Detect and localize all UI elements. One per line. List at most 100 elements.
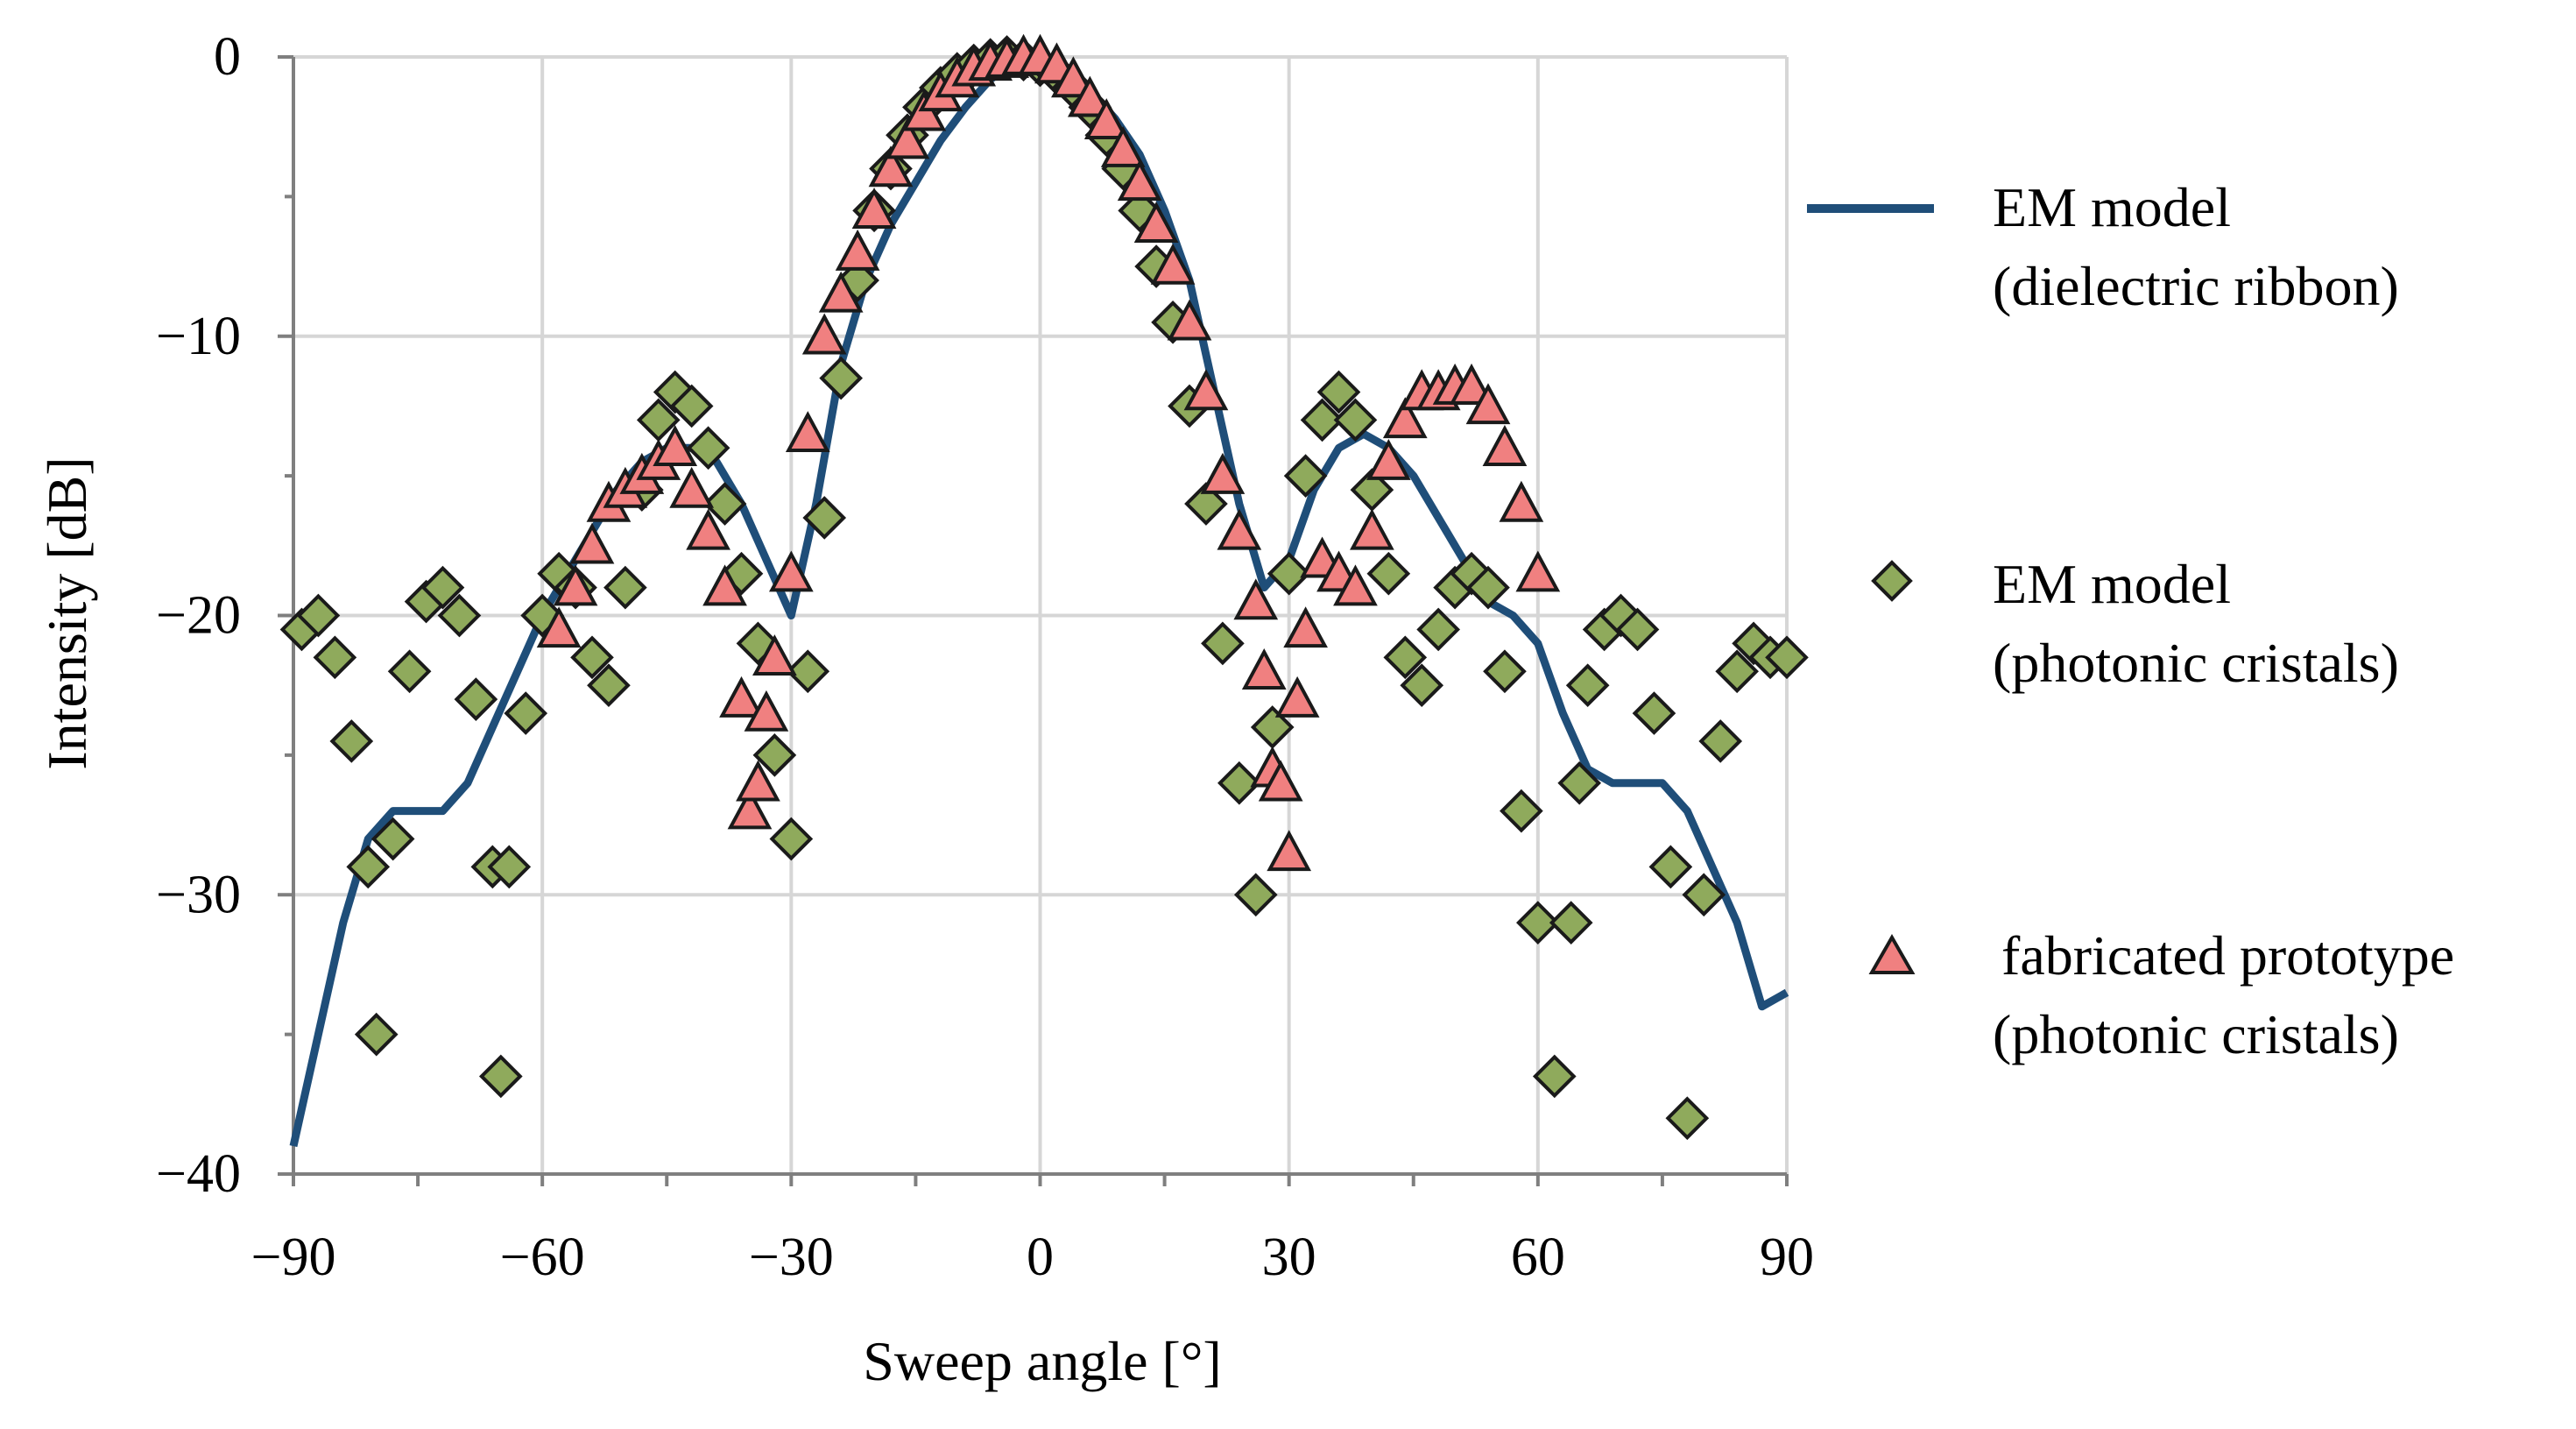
data-point-diamond <box>686 426 730 470</box>
data-point-diamond <box>603 565 647 610</box>
series-triangles-prototype <box>536 33 1561 872</box>
data-point-triangle <box>768 550 814 592</box>
data-point-diamond <box>1549 901 1593 944</box>
data-point-triangle <box>1258 760 1303 802</box>
data-point-triangle <box>702 564 747 606</box>
data-point-triangle <box>1366 438 1411 480</box>
data-point-diamond <box>296 593 341 638</box>
x-tick-label: 0 <box>1027 1227 1054 1287</box>
data-point-diamond <box>1715 649 1759 694</box>
x-tick-label: 30 <box>1262 1227 1316 1287</box>
data-point-diamond <box>1483 649 1527 694</box>
data-point-triangle <box>1382 397 1428 439</box>
axes <box>278 55 1789 1186</box>
data-point-diamond <box>1500 789 1543 833</box>
data-point-triangle <box>1482 425 1528 466</box>
data-point-triangle <box>536 606 582 648</box>
data-point-diamond <box>1201 621 1245 666</box>
data-point-triangle <box>868 145 914 187</box>
data-point-diamond <box>1565 663 1610 708</box>
legend-label-line2: (photonic cristals) <box>1993 1003 2399 1065</box>
y-tick-label: −10 <box>156 307 241 366</box>
data-point-triangle <box>1217 508 1262 550</box>
data-point-diamond <box>1416 607 1460 652</box>
legend-label-line1: fabricated prototype <box>2001 924 2454 987</box>
x-axis-title: Sweep angle [°] <box>863 1330 1221 1392</box>
data-point-triangle <box>569 522 615 564</box>
data-point-diamond <box>329 719 374 763</box>
data-point-diamond <box>752 733 797 777</box>
data-point-triangle <box>1465 383 1511 425</box>
data-point-triangle <box>885 117 930 159</box>
data-point-diamond <box>487 845 532 889</box>
data-point-triangle <box>1499 480 1544 522</box>
data-point-diamond <box>1466 565 1510 610</box>
data-point-diamond <box>570 635 614 680</box>
data-point-triangle <box>1083 98 1129 140</box>
data-point-triangle <box>1350 508 1394 550</box>
y-tick-label: −30 <box>156 865 241 924</box>
grid <box>292 55 1789 1176</box>
legend: EM model (dielectric ribbon) EM model (p… <box>1807 176 2454 1065</box>
data-point-triangle <box>1117 159 1162 202</box>
data-point-triangle <box>1241 648 1287 690</box>
data-point-diamond <box>1316 370 1361 414</box>
data-point-triangle <box>752 634 797 676</box>
data-point-diamond <box>1557 760 1602 805</box>
data-point-triangle <box>785 411 830 453</box>
data-point-diamond <box>1615 607 1660 652</box>
data-point-diamond <box>1665 1096 1710 1141</box>
data-point-diamond <box>354 1012 399 1057</box>
x-tick-label: 90 <box>1760 1227 1814 1287</box>
x-tick-label: 60 <box>1511 1227 1565 1287</box>
data-point-triangle <box>736 760 780 802</box>
data-point-triangle <box>719 676 764 718</box>
y-tick-label: −20 <box>156 586 241 646</box>
data-point-diamond <box>1300 398 1344 442</box>
legend-triangle-swatch <box>1868 933 1916 974</box>
data-point-diamond <box>802 496 847 540</box>
y-tick-label: −40 <box>156 1144 241 1204</box>
data-point-diamond <box>587 663 631 708</box>
data-point-diamond <box>1698 719 1743 763</box>
data-point-diamond <box>702 482 747 526</box>
data-point-diamond <box>1400 663 1444 708</box>
data-point-triangle <box>1515 550 1561 592</box>
x-tick-label: −30 <box>749 1227 834 1287</box>
data-point-diamond <box>786 649 830 694</box>
legend-item-photonic-model: EM model (photonic cristals) <box>1871 553 2399 694</box>
legend-diamond-swatch <box>1871 560 1913 602</box>
data-point-diamond <box>478 1054 523 1099</box>
data-point-triangle <box>1100 125 1146 167</box>
data-point-diamond <box>1267 551 1311 596</box>
data-point-diamond <box>371 817 415 861</box>
data-point-triangle <box>851 187 897 230</box>
legend-label-line2: (photonic cristals) <box>1993 632 2399 694</box>
data-point-diamond <box>504 691 548 735</box>
data-point-triangle <box>1233 578 1279 620</box>
data-point-diamond <box>1217 760 1261 805</box>
data-point-triangle <box>1067 75 1112 117</box>
data-point-triangle <box>1200 452 1246 494</box>
data-point-triangle <box>1183 369 1229 411</box>
data-point-triangle <box>1051 56 1096 98</box>
data-point-diamond <box>346 845 391 889</box>
x-tick-labels: −90 −60 −30 0 30 60 90 <box>251 1227 1814 1287</box>
data-point-triangle <box>835 229 880 271</box>
y-tick-label: 0 <box>214 27 241 87</box>
data-point-diamond <box>669 384 714 428</box>
data-point-triangle <box>669 466 715 508</box>
data-point-triangle <box>1274 676 1320 718</box>
data-point-diamond <box>769 817 814 861</box>
data-point-diamond <box>1648 845 1693 889</box>
data-point-diamond <box>1383 635 1428 680</box>
data-point-diamond <box>313 635 357 680</box>
data-point-diamond <box>1283 454 1328 498</box>
data-point-triangle <box>818 271 864 313</box>
data-point-triangle <box>553 564 598 606</box>
data-point-diamond <box>1184 482 1228 526</box>
data-point-triangle <box>1150 243 1196 285</box>
y-axis-title: Intensity [dB] <box>36 456 98 769</box>
series-diamonds-photonic-model <box>279 35 1809 1141</box>
